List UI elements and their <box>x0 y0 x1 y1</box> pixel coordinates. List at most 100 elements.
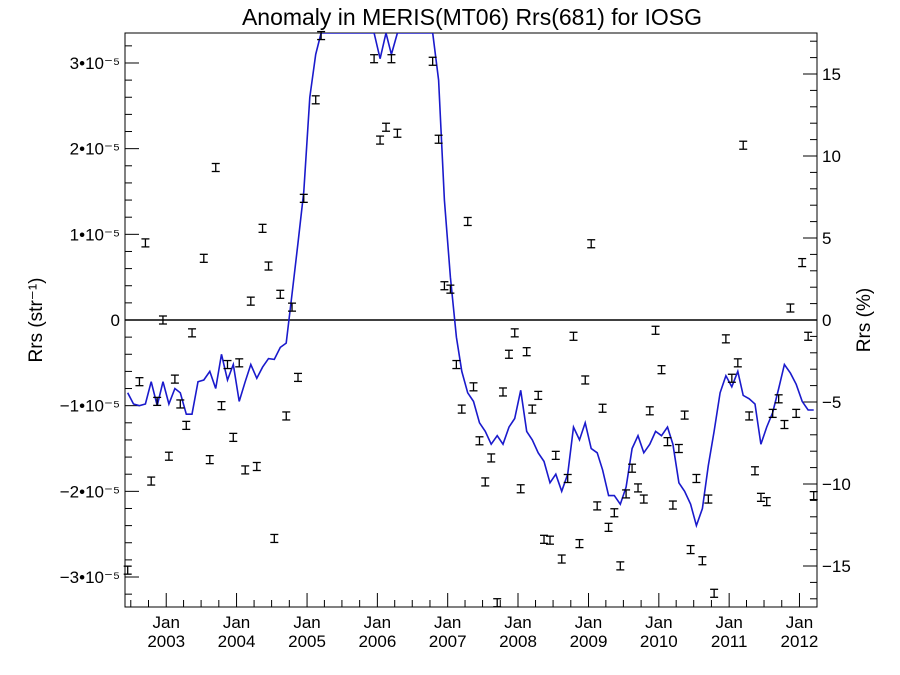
data-point <box>721 334 730 344</box>
data-point <box>674 443 683 454</box>
data-point <box>199 253 208 263</box>
y-right-tick-label: 5 <box>822 229 831 248</box>
data-point <box>786 303 795 313</box>
data-point <box>188 328 197 338</box>
data-point <box>469 382 478 392</box>
data-point <box>446 284 455 294</box>
x-tick-month-label: Jan <box>434 613 461 632</box>
data-point <box>223 359 232 370</box>
y-axis-right-title: Rrs (%) <box>854 288 875 352</box>
data-point <box>680 410 689 420</box>
data-point <box>376 135 385 145</box>
data-point <box>135 377 144 387</box>
x-tick-year-label: 2012 <box>781 632 819 651</box>
data-point <box>282 411 291 421</box>
x-tick-year-label: 2008 <box>499 632 537 651</box>
data-point <box>498 387 507 397</box>
data-point <box>493 598 502 608</box>
data-point <box>557 554 566 564</box>
chart-title: Anomaly in MERIS(MT06) Rrs(681) for IOSG <box>242 4 702 30</box>
data-point <box>710 588 719 598</box>
x-tick-month-label: Jan <box>223 613 250 632</box>
data-point <box>792 408 801 419</box>
data-point <box>370 54 379 64</box>
data-point <box>604 522 613 532</box>
data-point <box>727 373 736 383</box>
data-point <box>147 476 156 486</box>
data-point <box>739 140 748 150</box>
data-point <box>663 437 672 447</box>
y-left-tick-label: 2•10⁻⁵ <box>70 140 120 159</box>
data-point <box>463 216 472 227</box>
data-point <box>628 463 637 473</box>
x-tick-month-label: Jan <box>153 613 180 632</box>
data-point <box>294 372 302 383</box>
data-point <box>270 533 279 544</box>
data-point <box>756 492 765 502</box>
data-point <box>540 534 549 544</box>
data-point <box>593 501 602 511</box>
data-point <box>217 401 226 411</box>
data-point <box>452 359 461 370</box>
y-right-tick-label: 10 <box>822 147 841 166</box>
x-tick-month-label: Jan <box>504 613 531 632</box>
y-axis-left-title: Rrs (str⁻¹) <box>26 278 47 363</box>
data-point <box>440 281 449 291</box>
data-point <box>241 465 250 475</box>
data-point <box>457 404 466 414</box>
data-point <box>288 302 297 312</box>
data-point <box>393 128 402 138</box>
data-point <box>528 404 537 414</box>
data-point <box>798 257 807 268</box>
y-left-tick-label: −1•10⁻⁵ <box>60 397 120 416</box>
data-point <box>382 122 391 132</box>
data-point <box>551 450 560 461</box>
data-point <box>809 490 818 501</box>
data-point <box>598 403 607 413</box>
data-point <box>235 358 244 368</box>
x-tick-year-label: 2010 <box>640 632 678 651</box>
x-tick-year-label: 2004 <box>218 632 256 651</box>
y-right-tick-label: 0 <box>822 311 831 330</box>
y-left-tick-label: −2•10⁻⁵ <box>60 482 120 501</box>
data-point <box>211 162 220 173</box>
x-tick-month-label: Jan <box>293 613 320 632</box>
data-point <box>750 466 759 476</box>
data-point <box>587 239 596 249</box>
data-point <box>634 483 643 493</box>
data-point <box>745 411 754 421</box>
data-point <box>692 473 701 484</box>
data-point <box>581 375 590 385</box>
data-point <box>176 399 185 409</box>
data-point <box>141 238 150 248</box>
x-tick-month-label: Jan <box>645 613 672 632</box>
y-left-tick-label: 0 <box>111 311 120 330</box>
data-point <box>545 535 554 545</box>
data-point <box>164 451 173 461</box>
data-point <box>569 331 578 341</box>
plot-area: 3•10⁻⁵ 2•10⁻⁵ 1•10⁻⁵ 0 −1•10⁻⁵ −2•10⁻⁵ −3•10⁻⁵… <box>60 30 851 651</box>
data-point <box>616 561 625 571</box>
data-point <box>475 436 484 446</box>
data-point <box>534 390 543 401</box>
data-point <box>246 296 255 306</box>
data-point <box>698 556 707 566</box>
data-point <box>610 508 619 518</box>
data-point <box>276 289 285 299</box>
x-tick-year-label: 2011 <box>711 632 748 651</box>
y-right-tick-label: −10 <box>822 475 851 494</box>
data-point <box>657 365 666 375</box>
data-point <box>575 538 584 549</box>
data-point <box>229 432 238 443</box>
data-point <box>645 406 654 416</box>
data-point <box>428 56 437 66</box>
x-tick-year-label: 2006 <box>358 632 396 651</box>
y-right-tick-label: −5 <box>822 393 841 412</box>
data-point <box>762 496 771 507</box>
data-point <box>258 223 267 233</box>
data-point <box>153 396 162 407</box>
data-point <box>205 454 214 465</box>
data-point <box>182 420 191 431</box>
data-point <box>299 193 308 203</box>
